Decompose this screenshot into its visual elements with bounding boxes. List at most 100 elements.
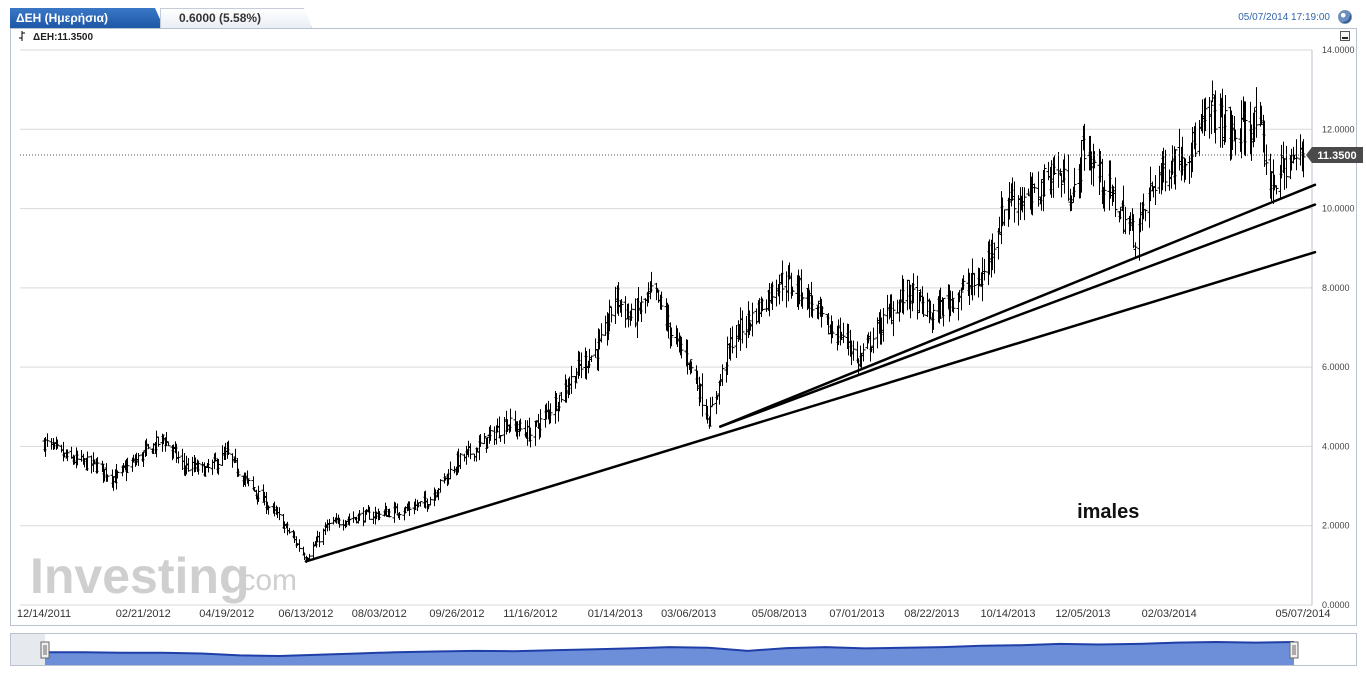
ohlc-bar	[820, 306, 825, 317]
ohlc-bar	[1284, 145, 1289, 189]
ohlc-bar	[246, 479, 251, 487]
ohlc-bar	[538, 409, 543, 438]
ohlc-bar	[1002, 209, 1007, 226]
x-tick-label: 05/07/2014	[1275, 608, 1330, 620]
ohlc-bar	[1102, 180, 1107, 212]
ohlc-bar	[69, 446, 74, 459]
ohlc-bar	[1032, 183, 1037, 193]
ohlc-bar	[1056, 152, 1061, 188]
ohlc-bar	[75, 450, 80, 466]
ohlc-bar	[245, 470, 250, 484]
grid	[20, 49, 1313, 606]
ohlc-bar	[1052, 155, 1057, 176]
ohlc-bar	[573, 375, 578, 389]
x-tick-label: 02/21/2012	[116, 608, 171, 620]
x-tick-label: 10/14/2013	[981, 608, 1036, 620]
ohlc-bar	[150, 448, 155, 455]
ohlc-bar	[337, 517, 342, 528]
ohlc-bar	[720, 364, 725, 386]
ohlc-bar	[961, 275, 966, 290]
ohlc-bar	[764, 299, 769, 312]
ohlc-bar	[1197, 119, 1202, 157]
ohlc-bar	[478, 433, 483, 447]
minimize-icon[interactable]	[1340, 31, 1350, 41]
x-tick-label: 11/16/2012	[503, 608, 557, 620]
globe-icon[interactable]	[1338, 10, 1352, 24]
ohlc-bar	[1012, 181, 1017, 223]
ohlc-bar	[1210, 80, 1215, 103]
ohlc-bar	[871, 327, 876, 354]
ohlc-bar	[1036, 171, 1041, 207]
ohlc-bar	[146, 443, 151, 450]
ohlc-bar	[800, 292, 805, 309]
ohlc-bar	[1092, 151, 1097, 169]
ohlc-bar	[136, 453, 141, 466]
ohlc-bar	[448, 461, 453, 480]
ohlc-bar	[95, 457, 100, 474]
navigator-left-handle[interactable]	[40, 641, 50, 659]
ohlc-bar	[1233, 129, 1238, 156]
x-tick-label: 01/14/2013	[588, 608, 643, 620]
ohlc-bar	[206, 459, 211, 473]
ohlc-bar	[323, 522, 328, 535]
ohlc-bar	[992, 242, 997, 274]
ohlc-bar	[1183, 158, 1188, 180]
ohlc-bar	[156, 436, 161, 447]
ohlc-bar	[941, 297, 946, 327]
ohlc-bar	[438, 479, 443, 493]
ohlc-bar	[851, 340, 856, 361]
ohlc-bar	[1042, 164, 1047, 197]
ohlc-bar	[91, 452, 96, 472]
ohlc-bar	[55, 439, 60, 449]
ohlc-bar	[895, 299, 900, 314]
ohlc-bar	[790, 286, 795, 296]
ohlc-bar	[377, 511, 382, 521]
navigator-right-space	[1294, 634, 1356, 665]
ohlc-bar	[1133, 242, 1138, 259]
ohlc-bar-icon	[19, 31, 25, 41]
ohlc-bar	[710, 396, 715, 407]
ohlc-bar	[649, 271, 654, 293]
last-price-marker: 11.3500	[20, 147, 1363, 164]
ohlc-bar	[784, 271, 789, 308]
ohlc-bar	[85, 451, 90, 472]
ohlc-bar	[937, 290, 942, 324]
ohlc-bar	[1274, 185, 1279, 195]
ohlc-bar	[164, 432, 169, 447]
ohlc-bar	[468, 443, 473, 460]
ohlc-bar	[881, 307, 886, 342]
ohlc-bar	[236, 468, 241, 477]
ohlc-bar	[115, 470, 120, 479]
ohlc-bar	[1157, 165, 1162, 194]
ohlc-bar	[747, 310, 752, 336]
ohlc-bar	[659, 291, 664, 310]
ohlc-bar	[639, 296, 644, 323]
ohlc-bar	[689, 361, 694, 374]
y-tick-label: 2.0000	[1322, 521, 1350, 531]
watermark-suffix: .com	[232, 564, 297, 597]
instrument-tab[interactable]: ΔΕΗ (Ημερήσια)	[10, 8, 164, 28]
ohlc-bar	[1113, 177, 1118, 218]
ohlc-bar	[317, 531, 322, 548]
time-navigator[interactable]	[10, 633, 1357, 666]
navigator-area[interactable]	[11, 634, 1356, 665]
ohlc-bar	[1213, 90, 1218, 144]
x-tick-label: 09/26/2012	[429, 608, 484, 620]
ohlc-bar	[1193, 122, 1198, 158]
navigator-right-handle[interactable]	[1289, 641, 1299, 659]
ohlc-bar	[186, 457, 191, 472]
ohlc-bar	[559, 391, 564, 403]
ohlc-bar	[931, 303, 936, 330]
x-tick-label: 08/03/2012	[352, 608, 407, 620]
watermark-brand: Investing	[30, 548, 249, 604]
watermark: Investing .com	[30, 548, 297, 604]
ohlc-bar	[464, 445, 469, 465]
ohlc-bar	[730, 326, 735, 354]
ohlc-bar	[740, 310, 745, 344]
ohlc-bar	[166, 441, 171, 447]
ohlc-bar	[1163, 149, 1168, 192]
x-tick-label: 12/05/2013	[1055, 608, 1110, 620]
ohlc-bar	[508, 408, 513, 432]
ohlc-bar	[1187, 155, 1192, 184]
ohlc-bar	[861, 343, 866, 362]
